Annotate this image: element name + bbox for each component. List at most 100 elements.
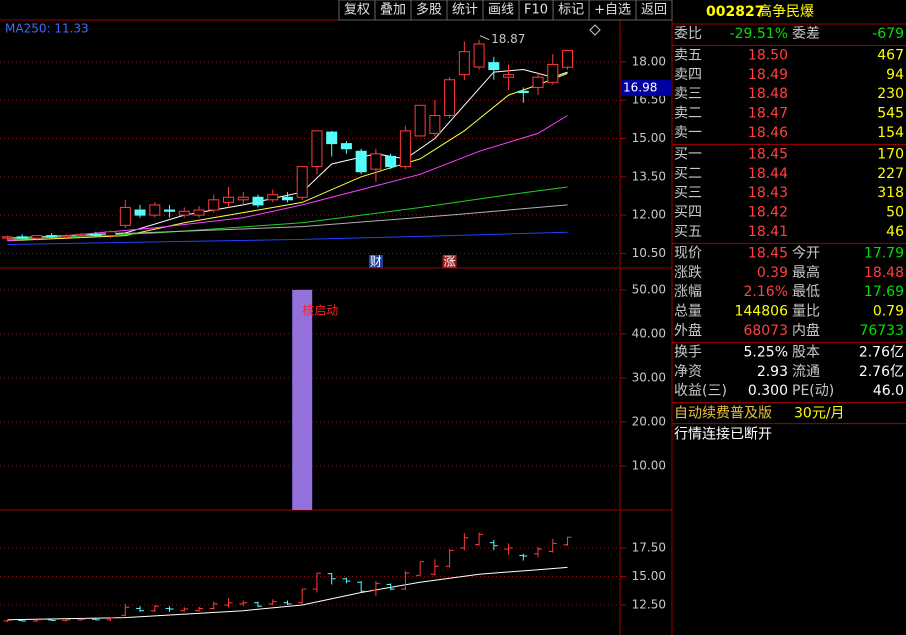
quote-value: 18.50	[748, 47, 788, 63]
quote-label: 卖二	[674, 106, 702, 122]
y-tick-label: 50.00	[632, 282, 666, 296]
promo-price: 30元/月	[794, 406, 845, 422]
quote-value: 18.49	[748, 67, 788, 83]
quote-value: 17.69	[864, 284, 904, 300]
button-label[interactable]: 多股	[416, 2, 442, 18]
button-label[interactable]: 返回	[641, 3, 667, 18]
quote-value: 5.25%	[744, 344, 788, 360]
y-tick-label: 30.00	[632, 370, 666, 384]
quote-label: 股本	[792, 344, 820, 360]
button-label[interactable]: +自选	[594, 3, 631, 18]
candle-body	[164, 209, 176, 212]
quote-value: 0.79	[873, 304, 904, 320]
quote-label: 154	[877, 125, 904, 141]
y-tick-label: 15.00	[632, 131, 666, 145]
quote-label: 净资	[674, 364, 702, 380]
toolbar-button[interactable]: F10	[518, 0, 554, 21]
quote-label: 买四	[674, 205, 702, 221]
quote-label: 227	[877, 166, 904, 182]
quote-value: 2.93	[757, 364, 788, 380]
y-tick-label: 10.00	[632, 458, 666, 472]
ma-line	[7, 231, 568, 245]
connection-status: 行情连接已断开	[674, 426, 772, 443]
toolbar-button[interactable]: 标记	[552, 0, 590, 21]
quote-label: 收益(三)	[674, 383, 727, 399]
event-label: 涨	[444, 254, 456, 269]
quote-label: 最低	[792, 284, 820, 300]
candle-body	[223, 196, 234, 203]
stock-code: 002827	[706, 4, 764, 20]
y-tick-label: 12.50	[632, 598, 666, 612]
quote-label: 现价	[674, 245, 702, 261]
bar-label: 核启动	[302, 303, 338, 317]
y-tick-label: 40.00	[632, 326, 666, 340]
button-label[interactable]: 复权	[344, 2, 370, 18]
quote-value: 18.45	[748, 146, 788, 162]
quote-value: 2.76亿	[859, 364, 904, 380]
quote-label: 230	[877, 86, 904, 102]
quote-label: 卖五	[674, 47, 702, 63]
candle-body	[149, 204, 161, 216]
candle-body	[208, 199, 220, 211]
quote-value: -29.51%	[730, 26, 788, 42]
candle-body	[267, 194, 279, 201]
quote-label: 委差	[792, 26, 820, 42]
candle-body	[399, 130, 411, 168]
quote-label: 买五	[674, 224, 702, 240]
button-label[interactable]: F10	[524, 3, 548, 18]
quote-label: 买三	[674, 185, 702, 201]
event-label: 财	[370, 255, 382, 269]
quote-value: 18.43	[748, 185, 788, 201]
candle-body	[370, 153, 382, 170]
candle-body	[60, 235, 72, 238]
candle-body	[16, 236, 28, 239]
quote-value: 18.41	[748, 224, 788, 240]
event-marker	[368, 255, 383, 268]
candle-body	[503, 74, 515, 78]
candle-body	[532, 76, 544, 88]
y-tick-label: 17.50	[632, 541, 666, 555]
quote-label: 涨幅	[674, 284, 702, 300]
quote-panel: 002827 高争民爆 委比 -29.51% 委差 -679 卖五 18.50 467 卖四 1…	[672, 3, 906, 443]
candle-body	[414, 104, 426, 137]
candle-body	[444, 79, 456, 117]
button-label[interactable]: 统计	[452, 3, 478, 18]
quote-label: 买二	[674, 166, 702, 182]
quote-value: 76733	[859, 323, 904, 339]
diamond-icon	[589, 24, 601, 36]
button-label[interactable]: 标记	[558, 3, 584, 18]
ma-line	[7, 186, 568, 240]
button-frame[interactable]	[338, 0, 376, 21]
toolbar-button[interactable]: 复权	[338, 0, 376, 21]
button-label[interactable]: 叠加	[380, 3, 406, 18]
candle-body	[326, 131, 338, 145]
quote-label: 外盘	[674, 322, 702, 339]
quote-label: 545	[877, 106, 904, 122]
quote-value: 2.16%	[744, 284, 788, 300]
toolbar-button[interactable]: 叠加	[374, 0, 412, 21]
toolbar-button[interactable]: 统计	[446, 0, 484, 21]
quote-label: 最高	[792, 264, 820, 281]
toolbar-button[interactable]: 画线	[482, 0, 520, 21]
quote-value: 17.79	[864, 245, 904, 261]
toolbar-button[interactable]: 多股	[410, 0, 448, 21]
candle-body	[193, 209, 205, 216]
quote-value: -679	[872, 26, 904, 42]
toolbar-button[interactable]: +自选	[588, 0, 637, 21]
quote-value: 18.47	[748, 106, 788, 122]
quote-label: 总量	[674, 304, 702, 320]
quote-value: 2.76亿	[859, 344, 904, 360]
quote-label: PE(动)	[792, 383, 834, 399]
stock-name: 高争民爆	[758, 3, 814, 20]
quote-label: 买一	[674, 146, 702, 162]
annotation-arrow	[479, 35, 490, 41]
button-label[interactable]: 画线	[488, 3, 514, 18]
quote-value: 18.48	[748, 86, 788, 102]
candle-body	[134, 209, 146, 216]
toolbar-button[interactable]: 返回	[635, 0, 673, 21]
candle-body	[119, 206, 131, 226]
quote-label: 换手	[674, 343, 702, 360]
quote-label: 50	[886, 205, 904, 221]
quote-value: 0.39	[757, 265, 788, 281]
